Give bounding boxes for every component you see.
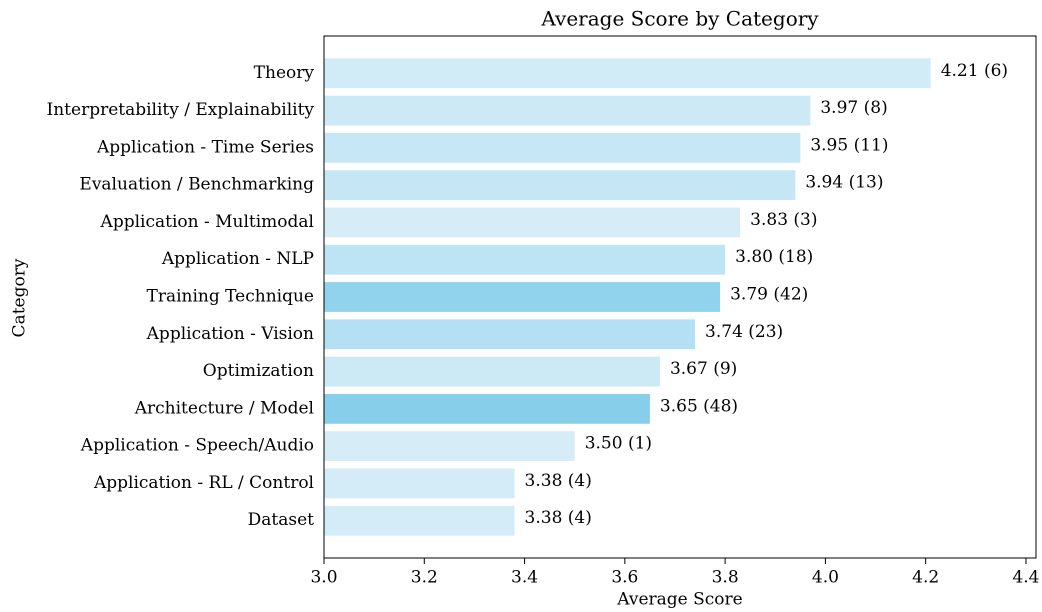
x-tick-label: 3.0 bbox=[310, 568, 337, 588]
bar bbox=[324, 356, 660, 387]
y-tick-label: Application - NLP bbox=[161, 249, 314, 269]
y-tick-label: Interpretability / Explainability bbox=[47, 100, 315, 120]
bar bbox=[324, 170, 796, 201]
bar bbox=[324, 95, 811, 126]
bar bbox=[324, 393, 650, 424]
value-label: 3.94 (13) bbox=[805, 173, 883, 193]
y-tick-label: Training Technique bbox=[147, 287, 315, 307]
bar bbox=[324, 431, 575, 462]
y-tick-label: Application - Multimodal bbox=[100, 212, 314, 232]
y-tick-label: Theory bbox=[254, 63, 315, 83]
bar bbox=[324, 319, 696, 350]
x-tick-label: 4.0 bbox=[812, 568, 839, 588]
value-label: 3.80 (18) bbox=[735, 247, 813, 267]
bar bbox=[324, 58, 931, 89]
bar bbox=[324, 505, 515, 536]
bar bbox=[324, 468, 515, 499]
bar bbox=[324, 207, 741, 238]
x-tick-label: 4.2 bbox=[912, 568, 939, 588]
x-tick-label: 3.4 bbox=[511, 568, 538, 588]
x-tick-label: 4.4 bbox=[1012, 568, 1039, 588]
y-tick-label: Dataset bbox=[248, 510, 315, 530]
bar bbox=[324, 132, 801, 163]
value-label: 3.74 (23) bbox=[705, 322, 783, 342]
x-tick-label: 3.8 bbox=[712, 568, 739, 588]
value-label: 3.79 (42) bbox=[730, 285, 808, 305]
bar bbox=[324, 282, 721, 312]
y-axis-label: Category bbox=[10, 258, 30, 337]
value-label: 3.65 (48) bbox=[660, 396, 738, 416]
x-axis-label: Average Score bbox=[616, 590, 742, 610]
y-tick-label: Application - Speech/Audio bbox=[80, 436, 314, 456]
value-label: 3.97 (8) bbox=[820, 98, 887, 118]
y-tick-label: Application - RL / Control bbox=[93, 473, 314, 493]
x-tick-label: 3.6 bbox=[611, 568, 638, 588]
y-tick-label: Architecture / Model bbox=[134, 398, 314, 418]
value-label: 3.83 (3) bbox=[750, 210, 817, 230]
value-label: 4.21 (6) bbox=[941, 61, 1008, 81]
chart-title: Average Score by Category bbox=[540, 7, 819, 31]
bar bbox=[324, 244, 726, 275]
value-label: 3.95 (11) bbox=[810, 135, 888, 155]
value-label: 3.38 (4) bbox=[525, 471, 592, 491]
plot-frame bbox=[323, 35, 1037, 559]
x-tick-label: 3.2 bbox=[411, 568, 438, 588]
value-label: 3.38 (4) bbox=[525, 508, 592, 528]
value-label: 3.67 (9) bbox=[670, 359, 737, 379]
y-tick-label: Application - Vision bbox=[146, 324, 314, 344]
y-tick-label: Application - Time Series bbox=[96, 137, 314, 157]
y-tick-label: Evaluation / Benchmarking bbox=[79, 175, 314, 195]
value-label: 3.50 (1) bbox=[585, 434, 652, 454]
y-tick-label: Optimization bbox=[203, 361, 314, 381]
